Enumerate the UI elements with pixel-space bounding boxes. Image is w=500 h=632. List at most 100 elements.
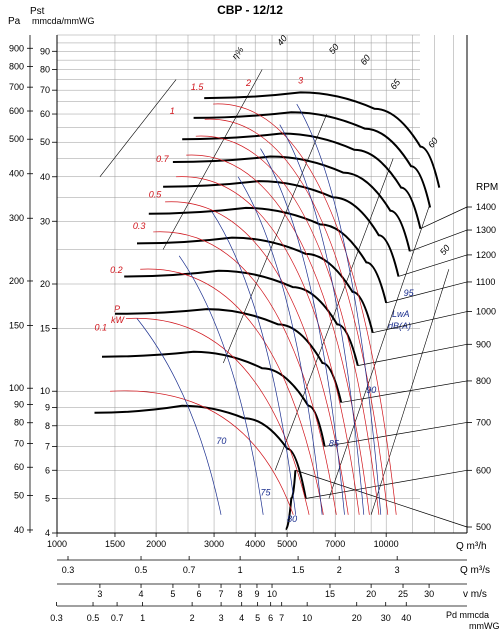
power-label: 1: [170, 106, 175, 116]
m3s-tick-label: 1.5: [292, 565, 305, 575]
mm-tick-label: 50: [40, 137, 50, 147]
pa-tick-label: 400: [9, 169, 24, 179]
efficiency-label: 50: [327, 42, 341, 56]
power-curve: [204, 118, 389, 515]
chart-title: CBP - 12/12: [217, 3, 283, 17]
pa-tick-label: 90: [14, 400, 24, 410]
rpm-leader-1100: [386, 281, 468, 304]
fan-curve-600: [94, 404, 307, 499]
rpm-leader-800: [341, 380, 468, 403]
power-curve: [176, 176, 360, 515]
m3s-tick-label: 0.3: [62, 565, 75, 575]
mm-tick-label: 4: [45, 528, 50, 538]
rpm-leader-1400: [420, 206, 468, 229]
power-curve: [140, 268, 324, 515]
rpm-tick-label: 500: [476, 522, 491, 532]
m3h-tick-label: 10000: [374, 539, 399, 549]
m3s-tick-label: 0.5: [135, 565, 148, 575]
pa-tick-label: 800: [9, 62, 24, 72]
pd-tick-label: 10: [302, 613, 312, 623]
noise-curve: [296, 103, 382, 515]
noise-unit-label: dB(A): [388, 321, 411, 331]
power-curve: [153, 231, 337, 515]
pa-tick-label: 100: [9, 383, 24, 393]
fan-curve-1100: [148, 206, 388, 304]
fan-curve-800: [114, 308, 343, 403]
mm-tick-label: 9: [45, 403, 50, 413]
power-curve: [110, 390, 294, 515]
rpm-tick-label: 1000: [476, 307, 496, 317]
pd-tick-label: 20: [352, 613, 362, 623]
efficiency-label: 40: [275, 33, 289, 47]
noise-label: 80: [287, 514, 297, 524]
power-label: 3: [298, 76, 303, 86]
fan-curve-500: [285, 470, 297, 531]
m3h-tick-label: 1000: [47, 539, 67, 549]
mm-tick-label: 8: [45, 421, 50, 431]
rpm-leader-1200: [398, 254, 468, 277]
y-axis-label-pst: Pst: [30, 6, 45, 17]
noise-axis-label: LwA: [392, 309, 410, 319]
mm-tick-label: 30: [40, 216, 50, 226]
m3h-tick-label: 5000: [277, 539, 297, 549]
efficiency-label: 60: [426, 136, 440, 150]
pd-tick-label: 30: [381, 613, 391, 623]
m3h-tick-label: 1500: [105, 539, 125, 549]
mm-tick-label: 70: [40, 85, 50, 95]
power-label: 0.2: [110, 265, 123, 275]
pa-tick-label: 70: [14, 438, 24, 448]
m3h-tick-label: 2000: [146, 539, 166, 549]
rpm-tick-label: 1300: [476, 225, 496, 235]
mm-tick-label: 7: [45, 441, 50, 451]
noise-curve: [211, 211, 297, 515]
noise-curve: [136, 318, 222, 515]
y-axis-unit-pa: Pa: [8, 16, 21, 27]
power-label: 0.3: [133, 221, 146, 231]
noise-label: 95: [404, 288, 415, 298]
mm-tick-label: 6: [45, 465, 50, 475]
power-unit-label: kW: [111, 315, 126, 325]
noise-label: 70: [216, 436, 226, 446]
velocity-tick-label: 30: [424, 589, 434, 599]
velocity-tick-label: 10: [267, 589, 277, 599]
fan-curve-1200: [163, 180, 400, 277]
pd-tick-label: 5: [255, 613, 260, 623]
rpm-leader-500: [295, 469, 468, 528]
mm-tick-label: 60: [40, 109, 50, 119]
power-curve: [125, 317, 310, 515]
mm-tick-label: 80: [40, 65, 50, 75]
pa-tick-label: 50: [14, 490, 24, 500]
power-curve: [186, 154, 370, 515]
rpm-leader-1000: [372, 311, 468, 334]
m3s-tick-label: 0.7: [183, 565, 196, 575]
pa-tick-label: 900: [9, 43, 24, 53]
velocity-tick-label: 15: [325, 589, 335, 599]
velocity-tick-label: 4: [139, 589, 144, 599]
pd-tick-label: 4: [239, 613, 244, 623]
m3s-tick-label: 2: [337, 565, 342, 575]
efficiency-label: 50: [438, 243, 452, 257]
mm-tick-label: 20: [40, 279, 50, 289]
power-label: 0.5: [149, 189, 163, 199]
pd-tick-label: 3: [219, 613, 224, 623]
system-line: [274, 158, 394, 471]
fan-curve-700: [101, 350, 326, 447]
velocity-tick-label: 20: [366, 589, 376, 599]
pa-tick-label: 200: [9, 276, 24, 286]
mm-tick-label: 90: [40, 46, 50, 56]
noise-curve: [178, 255, 264, 515]
power-curve: [195, 135, 380, 515]
pa-tick-label: 300: [9, 213, 24, 223]
rpm-leader-1300: [409, 229, 468, 252]
rpm-tick-label: 1200: [476, 250, 496, 260]
x-axis-label-m3s: Q m³/s: [460, 565, 490, 576]
rpm-tick-label: 600: [476, 465, 491, 475]
m3s-tick-label: 3: [395, 565, 400, 575]
pa-tick-label: 80: [14, 418, 24, 428]
fan-curve-1400: [182, 132, 422, 229]
fan-curve-1300: [172, 155, 411, 252]
pd-tick-label: 2: [190, 613, 195, 623]
power-axis-label: P: [114, 304, 120, 314]
